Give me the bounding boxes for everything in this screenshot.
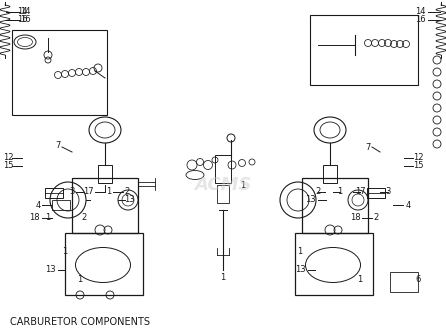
Text: 1: 1 (45, 213, 51, 222)
Text: ACMS: ACMS (194, 176, 252, 194)
Text: 16: 16 (17, 15, 27, 24)
Text: 2: 2 (315, 187, 321, 196)
Text: 13: 13 (305, 195, 315, 204)
Bar (323, 165, 337, 183)
Text: 1: 1 (77, 276, 83, 285)
Text: 17: 17 (83, 187, 93, 196)
Text: 1: 1 (240, 180, 246, 189)
Text: 17: 17 (355, 187, 365, 196)
Bar (98, 165, 112, 183)
Text: 14: 14 (20, 7, 30, 16)
Text: 18: 18 (29, 213, 39, 222)
Text: 3: 3 (69, 187, 74, 196)
Text: 13: 13 (124, 195, 134, 204)
Text: 12: 12 (3, 154, 13, 163)
Text: 16: 16 (415, 15, 425, 24)
Text: 1: 1 (297, 247, 303, 257)
Text: 2: 2 (124, 187, 130, 196)
Bar (72, 178, 138, 233)
Text: 7: 7 (55, 141, 61, 150)
Text: 18: 18 (350, 213, 360, 222)
Bar (310, 15, 418, 85)
Bar (215, 155, 231, 183)
Text: 4: 4 (35, 200, 41, 209)
Text: 14: 14 (415, 7, 425, 16)
Bar (390, 272, 418, 292)
Bar (65, 233, 143, 295)
Text: 15: 15 (413, 162, 423, 170)
Bar (302, 178, 368, 233)
Text: 7: 7 (365, 143, 371, 152)
Text: 16: 16 (20, 15, 30, 24)
Text: 1: 1 (220, 274, 226, 283)
Text: 14: 14 (17, 7, 27, 16)
Text: 4: 4 (405, 200, 411, 209)
Text: 12: 12 (413, 154, 423, 163)
Text: 1: 1 (107, 187, 112, 196)
Bar (45, 188, 63, 198)
Text: 2: 2 (81, 213, 87, 222)
Text: 15: 15 (3, 162, 13, 170)
Text: 3: 3 (385, 187, 391, 196)
Text: 13: 13 (295, 266, 306, 275)
Text: 1: 1 (62, 247, 68, 257)
Bar (12, 30, 107, 115)
Text: 6: 6 (415, 276, 421, 285)
Bar (52, 200, 70, 210)
Text: 1: 1 (357, 276, 363, 285)
Text: 2: 2 (373, 213, 379, 222)
Bar (295, 233, 373, 295)
Text: 1: 1 (337, 187, 343, 196)
Text: 13: 13 (45, 266, 55, 275)
Bar (217, 185, 229, 203)
Text: CARBURETOR COMPONENTS: CARBURETOR COMPONENTS (10, 317, 150, 327)
Bar (367, 188, 385, 198)
